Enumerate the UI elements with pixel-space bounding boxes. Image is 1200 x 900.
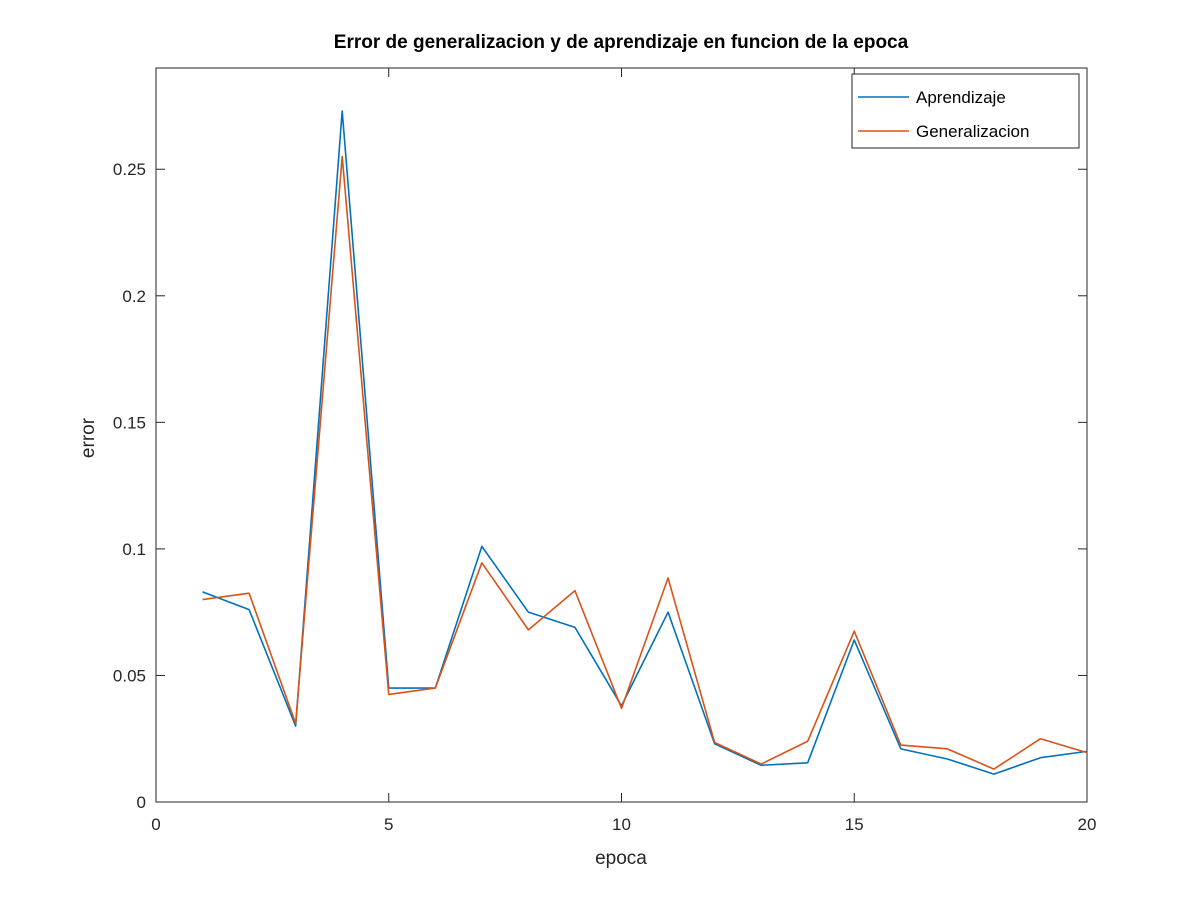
x-axis-label: epoca: [595, 848, 647, 869]
series-line-aprendizaje: [202, 110, 1088, 775]
y-tick-label: 0.1: [122, 540, 146, 559]
x-tick-label: 5: [384, 815, 393, 834]
y-tick-label: 0.25: [113, 160, 146, 179]
y-tick-label: 0.05: [113, 666, 146, 685]
x-tick-label: 10: [612, 815, 631, 834]
series-line-generalizacion: [202, 155, 1088, 770]
x-tick-label: 20: [1078, 815, 1097, 834]
legend-entry-label: Generalizacion: [916, 122, 1029, 141]
x-tick-label: 15: [845, 815, 864, 834]
plot-area: 0 5 10 15 20 0 0.05 0.1 0.15 0.2 0.25: [113, 67, 1097, 834]
y-axis-label: error: [78, 417, 99, 458]
legend-entry-label: Aprendizaje: [916, 88, 1006, 107]
chart-title: Error de generalizacion y de aprendizaje…: [334, 32, 909, 53]
x-tick-label: 0: [151, 815, 160, 834]
y-tick-label: 0.2: [122, 287, 146, 306]
y-tick-label: 0.15: [113, 413, 146, 432]
axes-box: [155, 67, 1088, 803]
y-tick-label: 0: [137, 793, 146, 812]
legend: Aprendizaje Generalizacion: [851, 73, 1080, 149]
legend-box: [851, 73, 1080, 149]
